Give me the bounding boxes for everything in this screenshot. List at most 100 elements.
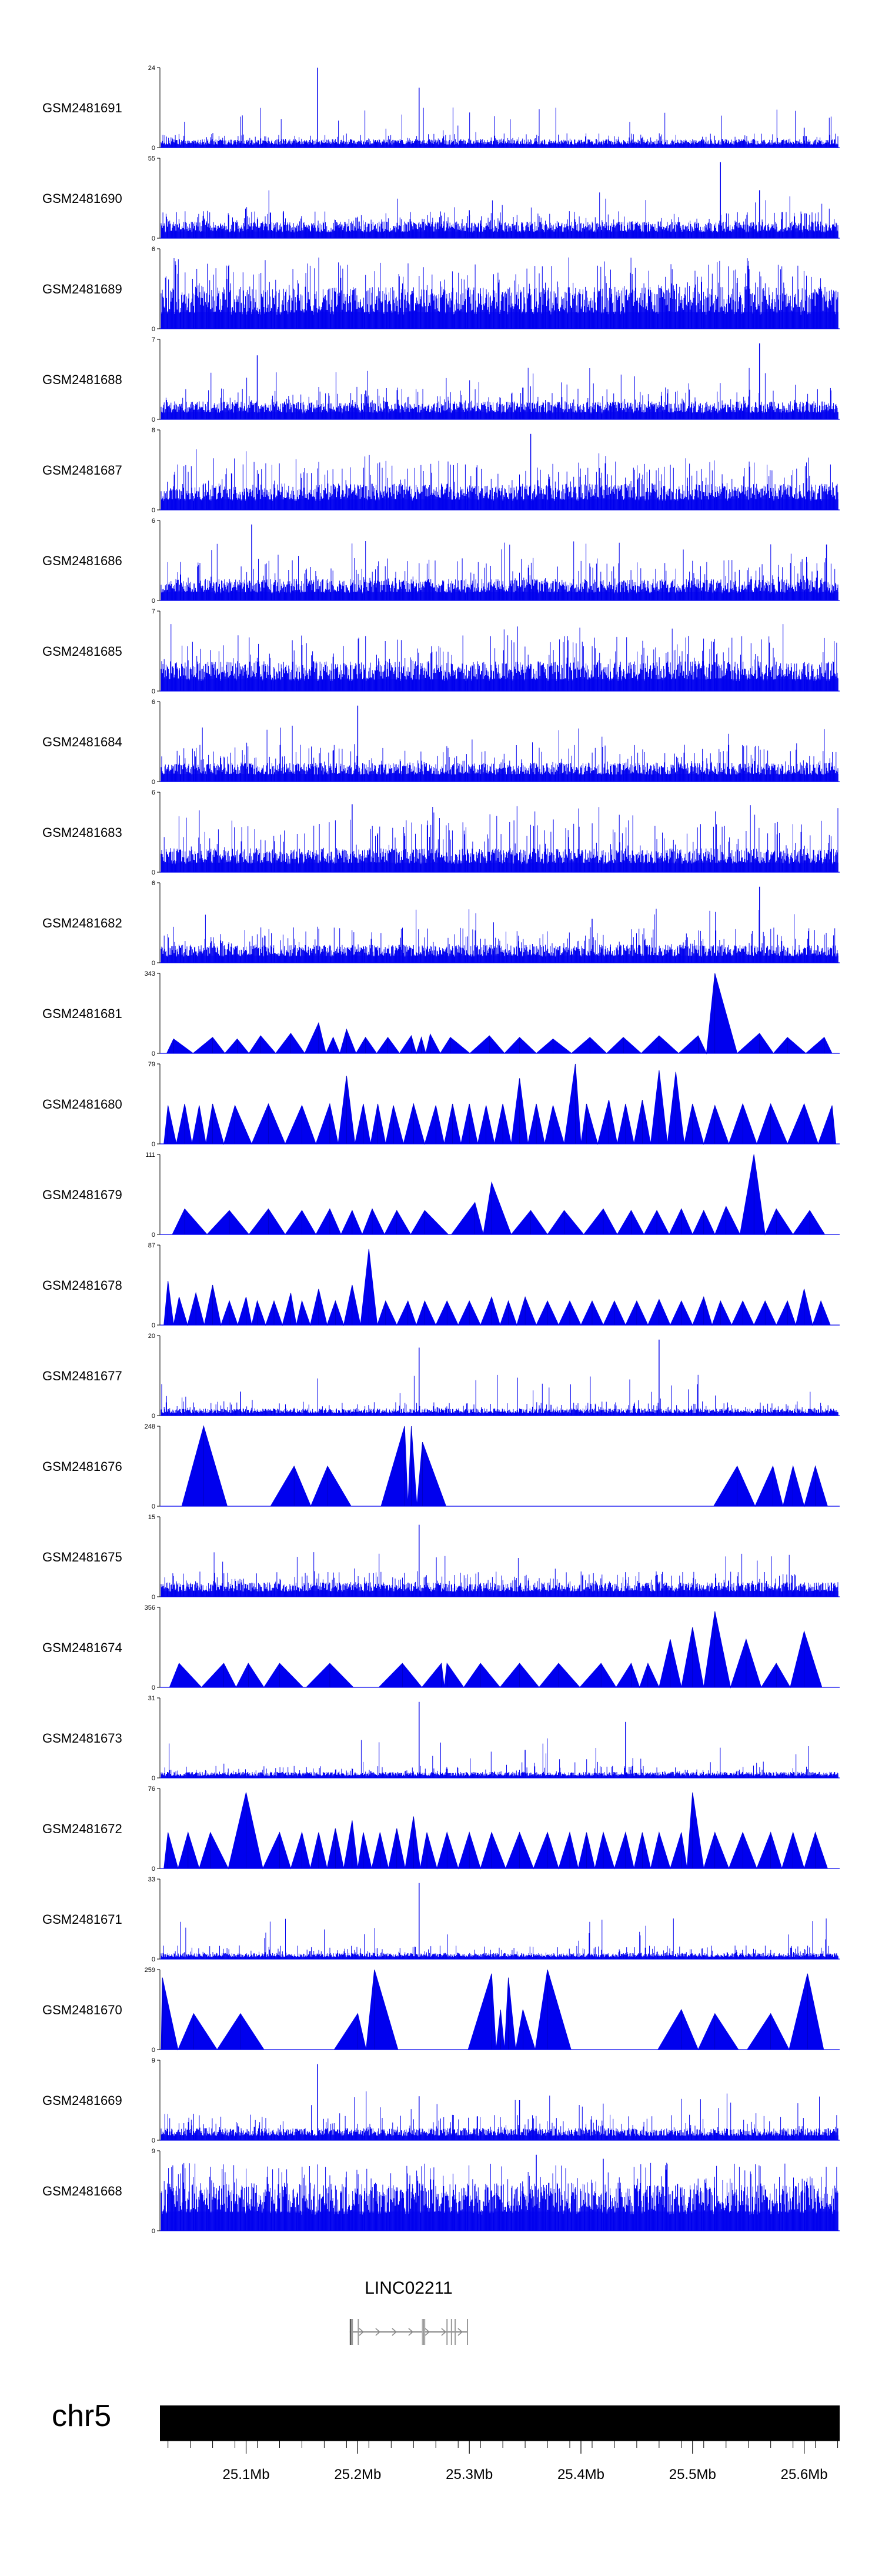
y-max-label: 6	[152, 699, 155, 706]
signal-baseline	[161, 231, 838, 238]
y-min-label: 0	[152, 1503, 155, 1510]
track-label: GSM2481676	[42, 1459, 122, 1474]
signal-bars	[161, 2091, 838, 2140]
signal-baseline	[161, 592, 838, 600]
track-GSM2481677: GSM2481677 20 0	[42, 1333, 840, 1420]
signal-bars	[161, 725, 838, 782]
y-min-label: 0	[152, 1232, 155, 1239]
y-min-label: 0	[152, 1866, 155, 1873]
track-label: GSM2481691	[42, 101, 122, 115]
track-GSM2481675: GSM2481675 15 0	[42, 1514, 840, 1601]
track-GSM2481680: GSM2481680 79 0	[42, 1061, 840, 1148]
signal-bars	[161, 805, 838, 872]
track-label: GSM2481675	[42, 1550, 122, 1564]
signal-baseline	[161, 2211, 838, 2231]
signal-baseline	[161, 1775, 838, 1778]
strand-arrow-icon	[457, 2328, 463, 2336]
y-min-label: 0	[152, 869, 155, 876]
y-max-label: 20	[148, 1333, 155, 1340]
track-GSM2481670: GSM2481670 259 0	[42, 1967, 840, 2054]
track-label: GSM2481672	[42, 1821, 122, 1836]
gene-exon-1	[350, 2319, 353, 2345]
track-GSM2481688: GSM2481688 7 0	[42, 336, 840, 423]
signal-peaks	[160, 1969, 840, 2051]
track-GSM2481687: GSM2481687 8 0	[42, 427, 840, 514]
signal-bars	[161, 368, 838, 419]
track-label: GSM2481677	[42, 1369, 122, 1383]
signal-peaks	[160, 1154, 840, 1236]
y-max-label: 24	[148, 65, 155, 72]
y-min-label: 0	[152, 1594, 155, 1601]
signal-baseline	[161, 955, 838, 963]
signal-bars	[161, 909, 838, 963]
y-min-label: 0	[152, 326, 155, 333]
signal-peaks	[160, 1063, 840, 1145]
track-label: GSM2481689	[42, 282, 122, 296]
strand-arrow-icon	[375, 2328, 381, 2336]
gene-exon-7	[467, 2319, 469, 2345]
signal-baseline	[161, 144, 838, 148]
y-min-label: 0	[152, 235, 155, 242]
track-label: GSM2481690	[42, 191, 122, 206]
track-label: GSM2481682	[42, 916, 122, 930]
y-max-label: 111	[145, 1152, 155, 1159]
track-label: GSM2481688	[42, 372, 122, 387]
axis-tick-label: 25.5Mb	[669, 2467, 716, 2482]
axis-tick-label: 25.3Mb	[446, 2467, 493, 2482]
y-max-label: 248	[145, 1423, 155, 1430]
track-GSM2481674: GSM2481674 356 0	[42, 1604, 840, 1691]
axis-tick-label: 25.6Mb	[781, 2467, 828, 2482]
gene-label: LINC02211	[365, 2278, 453, 2298]
track-label: GSM2481687	[42, 463, 122, 478]
track-label: GSM2481679	[42, 1187, 122, 1202]
track-GSM2481685: GSM2481685 7 0	[42, 608, 840, 695]
y-max-label: 79	[148, 1061, 155, 1068]
track-GSM2481689: GSM2481689 6 0	[42, 246, 840, 333]
y-max-label: 8	[152, 427, 155, 434]
strand-arrow-icon	[359, 2328, 365, 2336]
track-GSM2481671: GSM2481671 33 0	[42, 1876, 840, 1963]
track-label: GSM2481673	[42, 1731, 122, 1746]
y-max-label: 6	[152, 789, 155, 796]
y-max-label: 6	[152, 880, 155, 887]
gene-exon-0	[349, 2319, 351, 2345]
track-GSM2481672: GSM2481672 76 0	[42, 1786, 840, 1873]
signal-baseline	[161, 499, 838, 510]
gene-exon-5	[450, 2319, 452, 2345]
y-max-label: 76	[148, 1786, 155, 1793]
gene-exon-3	[423, 2319, 425, 2345]
signal-baseline	[161, 1413, 838, 1416]
y-min-label: 0	[152, 416, 155, 423]
track-GSM2481676: GSM2481676 248 0	[42, 1423, 840, 1510]
axis-tick-label: 25.1Mb	[223, 2467, 270, 2482]
y-max-label: 343	[145, 970, 155, 977]
chromosome-label: chr5	[52, 2399, 111, 2433]
y-min-label: 0	[152, 960, 155, 967]
track-label: GSM2481685	[42, 644, 122, 659]
track-GSM2481682: GSM2481682 6 0	[42, 880, 840, 967]
strand-arrow-icon	[441, 2328, 447, 2336]
signal-baseline	[161, 773, 838, 782]
y-min-label: 0	[152, 598, 155, 605]
signal-baseline	[161, 2135, 838, 2140]
signal-peaks	[160, 1611, 840, 1689]
y-min-label: 0	[152, 1322, 155, 1329]
gene-exon-6	[455, 2319, 456, 2345]
signal-bars	[161, 190, 838, 238]
track-label: GSM2481681	[42, 1006, 122, 1021]
y-max-label: 33	[148, 1876, 155, 1883]
y-min-label: 0	[152, 145, 155, 152]
track-label: GSM2481671	[42, 1912, 122, 1927]
chromosome-bar	[160, 2405, 840, 2441]
strand-arrow-icon	[392, 2328, 397, 2336]
y-min-label: 0	[152, 1141, 155, 1148]
y-max-label: 55	[148, 155, 155, 162]
track-label: GSM2481680	[42, 1097, 122, 1112]
y-max-label: 15	[148, 1514, 155, 1521]
signal-baseline	[161, 1956, 838, 1959]
signal-baseline	[161, 679, 838, 691]
y-max-label: 6	[152, 246, 155, 253]
signal-peaks	[160, 1425, 840, 1507]
y-min-label: 0	[152, 2137, 155, 2144]
